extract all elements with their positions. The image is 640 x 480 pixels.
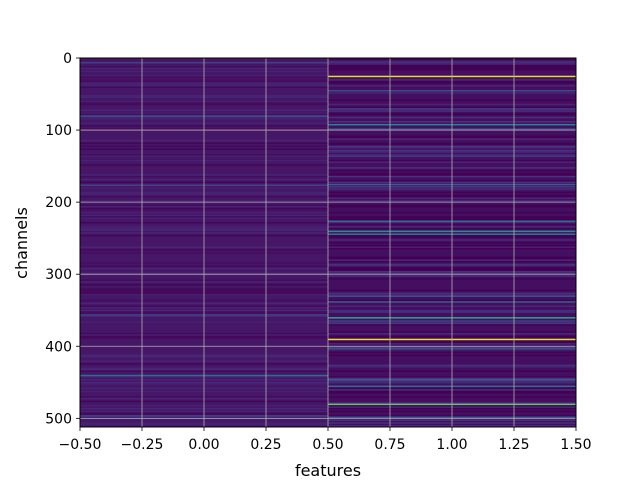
x-tick-label: 1.00 (436, 437, 467, 453)
x-tick-label: 1.50 (560, 437, 591, 453)
y-axis: 0 100 200 300 400 500 (45, 51, 80, 427)
y-tick-label: 500 (45, 411, 72, 427)
x-tick-label: 0.50 (312, 437, 343, 453)
x-tick-label: 0.25 (250, 437, 281, 453)
x-axis-label: features (295, 461, 361, 480)
x-tick-label: 0.00 (188, 437, 219, 453)
x-tick-label: −0.25 (121, 437, 164, 453)
x-tick-label: 0.75 (374, 437, 405, 453)
y-tick-label: 400 (45, 339, 72, 355)
y-tick-label: 300 (45, 267, 72, 283)
y-tick-label: 200 (45, 195, 72, 211)
y-tick-label: 100 (45, 123, 72, 139)
x-tick-label: 1.25 (498, 437, 529, 453)
x-tick-label: −0.50 (59, 437, 102, 453)
y-axis-label: channels (12, 207, 31, 279)
x-axis: −0.50 −0.25 0.00 0.25 0.50 0.75 1.00 1.25 1.50 (59, 427, 592, 453)
y-tick-label: 0 (63, 51, 72, 67)
